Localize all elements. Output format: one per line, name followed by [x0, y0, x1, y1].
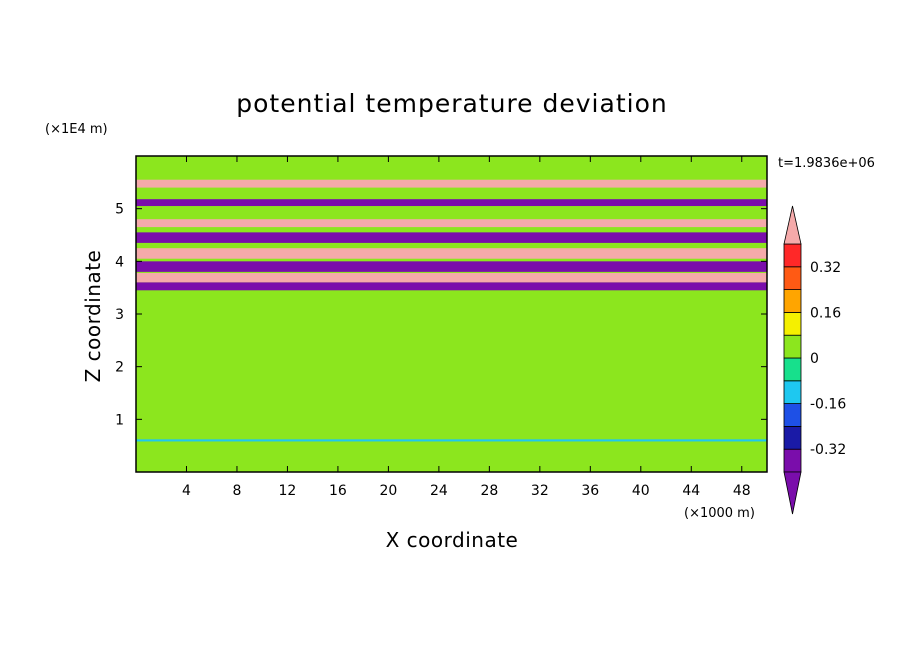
- contour-field: [136, 156, 767, 472]
- colorbar-box-6: [783, 311, 802, 336]
- x-units-label: (×1000 m): [684, 506, 755, 521]
- y-tick-label: 5: [115, 202, 124, 218]
- colorbar-tick-label: -0.32: [810, 442, 846, 458]
- colorbar-box-0: [783, 448, 802, 473]
- colorbar-box-2: [783, 403, 802, 427]
- field-layer-2: [136, 219, 767, 228]
- field-layer-4: [136, 248, 767, 259]
- colorbar: -0.32 -0.16 0 0.16 0.32: [783, 205, 846, 515]
- x-tick-label: 16: [329, 483, 347, 499]
- colorbar-under-triangle: [783, 471, 802, 515]
- y-axis-label: Z coordinate: [81, 250, 105, 383]
- field-layer-7: [136, 282, 767, 291]
- x-axis-label: X coordinate: [386, 528, 519, 552]
- colorbar-box-7: [783, 289, 802, 313]
- x-tick-label: 44: [682, 483, 700, 499]
- field-layer-0: [136, 179, 767, 188]
- colorbar-tick-label: -0.16: [810, 397, 846, 413]
- y-tick-label: 2: [115, 360, 124, 376]
- colorbar-box-5: [783, 334, 802, 359]
- x-tick-label: 32: [531, 483, 549, 499]
- field-layer-3: [136, 232, 767, 243]
- x-tick-label: 48: [733, 483, 751, 499]
- colorbar-box-9: [783, 243, 802, 268]
- x-tick-label: 40: [632, 483, 650, 499]
- field-layer-5: [136, 261, 767, 272]
- colorbar-tick-label: 0: [810, 351, 819, 367]
- field-layer-8: [136, 439, 767, 442]
- y-units-label: (×1E4 m): [45, 122, 108, 137]
- x-tick-label: 24: [430, 483, 448, 499]
- y-tick-label: 4: [115, 254, 124, 270]
- y-tick-label: 1: [115, 412, 124, 428]
- x-tick-label: 12: [279, 483, 297, 499]
- colorbar-tick-label: 0.32: [810, 260, 841, 276]
- x-tick-label: 36: [581, 483, 599, 499]
- colorbar-box-1: [783, 425, 802, 450]
- colorbar-box-3: [783, 380, 802, 404]
- x-tick-label: 28: [480, 483, 498, 499]
- y-tick-label: 3: [115, 307, 124, 323]
- colorbar-over-triangle: [783, 205, 802, 245]
- field-background: [136, 156, 767, 472]
- field-layer-1: [136, 199, 767, 207]
- colorbar-box-4: [783, 357, 802, 382]
- x-tick-label: 4: [182, 483, 191, 499]
- x-tick-label: 20: [379, 483, 397, 499]
- time-label: t=1.9836e+06: [778, 156, 875, 171]
- x-tick-label: 8: [232, 483, 241, 499]
- field-layer-6: [136, 272, 767, 283]
- colorbar-tick-label: 0.16: [810, 305, 841, 321]
- chart-title: potential temperature deviation: [236, 89, 667, 118]
- colorbar-box-8: [783, 266, 802, 290]
